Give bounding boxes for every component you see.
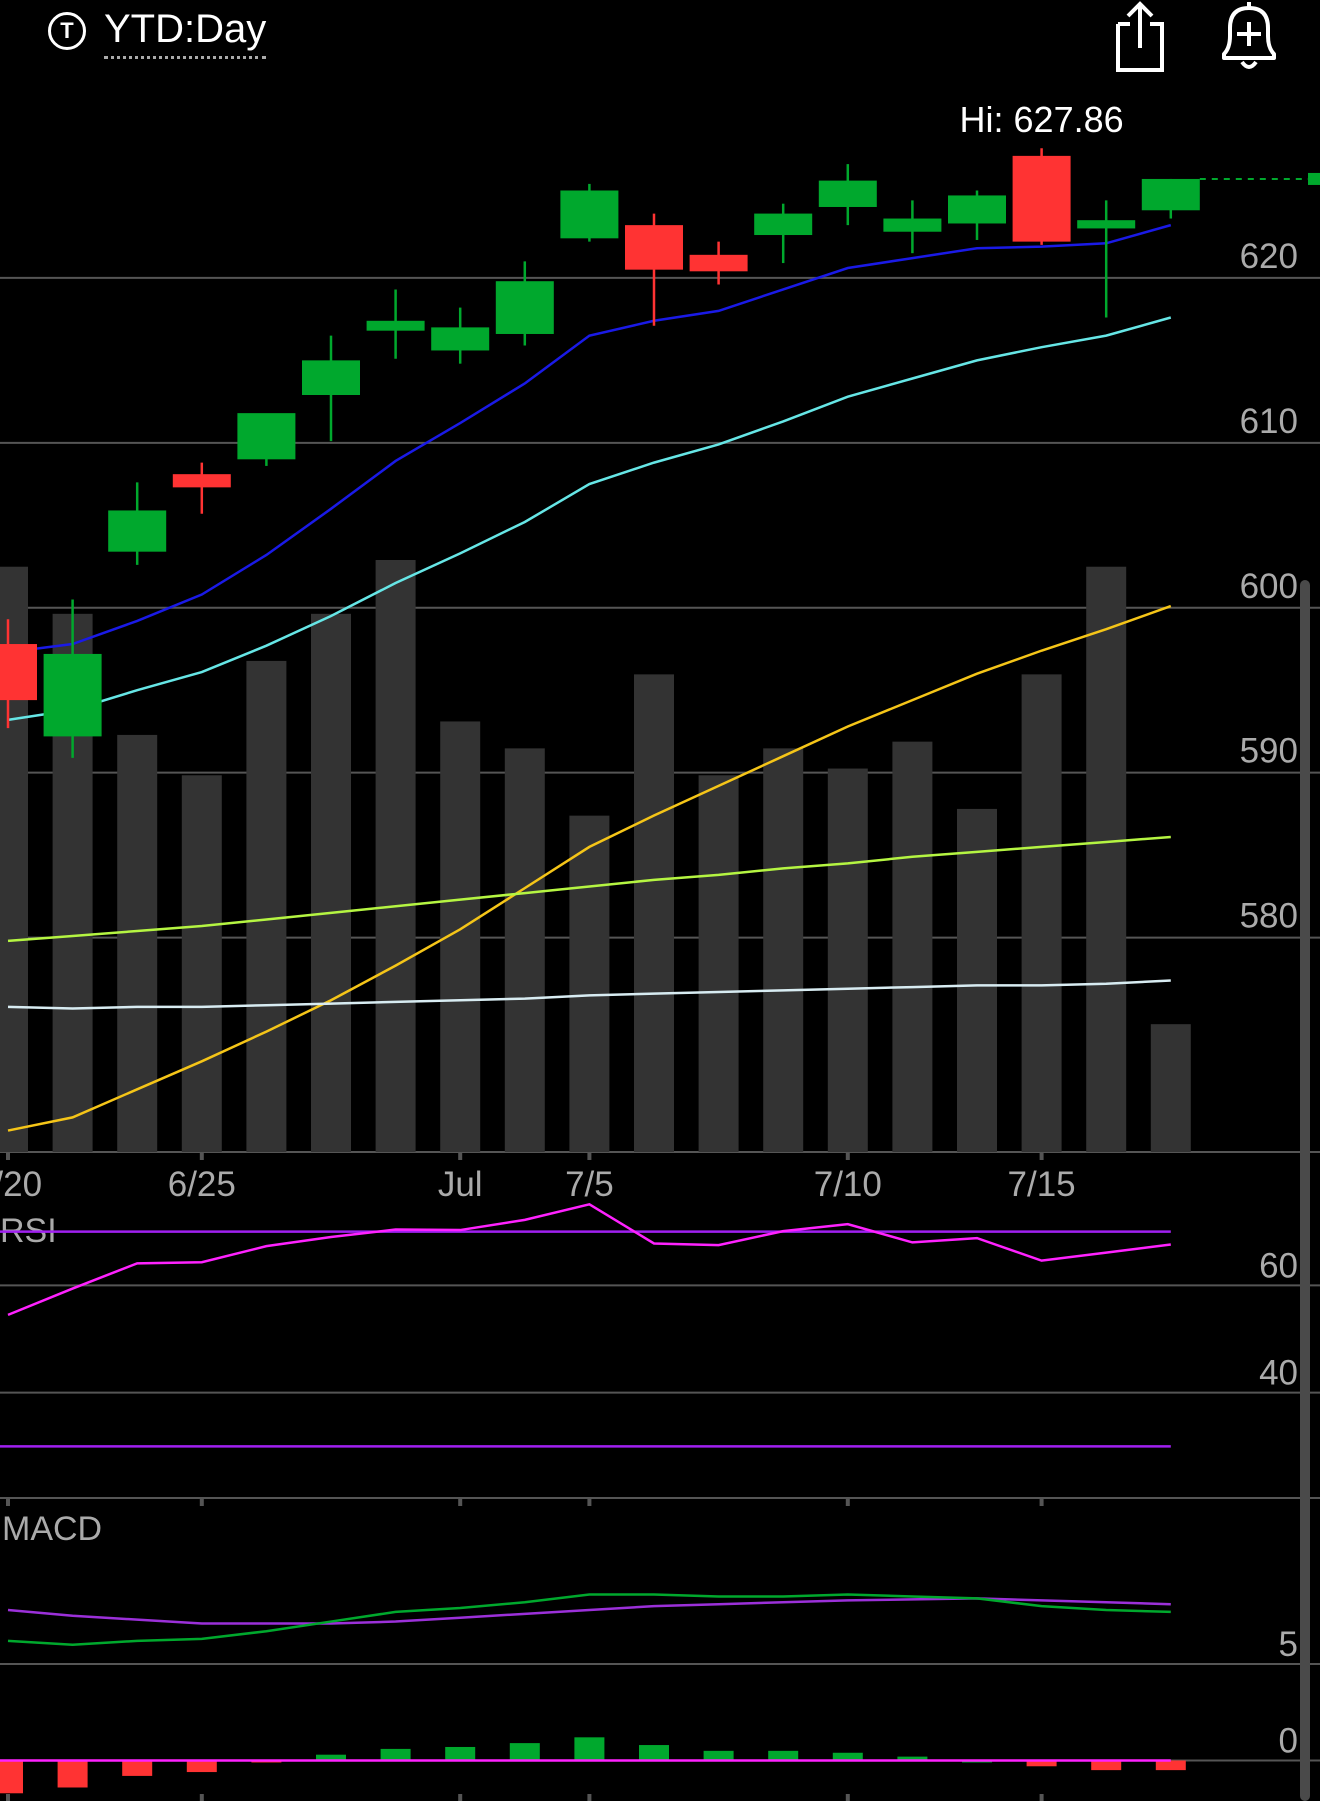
macd-histogram-bar: [639, 1745, 669, 1761]
date-axis-label: 6/25: [168, 1165, 236, 1204]
add-alert-bell-icon[interactable]: [1214, 0, 1284, 76]
volume-bar: [892, 741, 933, 1152]
candle-body: [883, 218, 942, 232]
macd-signal-line: [7, 1597, 1171, 1625]
candle-body: [302, 360, 360, 396]
date-axis-label: 7/20: [0, 1165, 42, 1204]
price-panel: 620 610 600 590 580 Hi: 627.86 7/20 6/25 Jul 7/5 7…: [0, 99, 1320, 1204]
candle-body: [818, 180, 877, 207]
volume-bar: [827, 768, 868, 1152]
macd-histogram-bar: [1026, 1760, 1057, 1767]
macd-label: MACD: [2, 1510, 102, 1548]
moving-average-line: [7, 835, 1171, 943]
candle-body: [560, 190, 619, 239]
timeframe-selector[interactable]: YTD:Day: [104, 4, 267, 59]
candle-body: [172, 474, 231, 488]
candle-body: [625, 225, 683, 270]
candle-body: [689, 254, 748, 272]
moving-average-line: [7, 979, 1171, 1010]
candle-body: [1077, 220, 1136, 229]
macd-histogram-bar: [509, 1743, 540, 1761]
volume-bar: [569, 815, 610, 1152]
macd-histogram-bar: [1091, 1760, 1122, 1771]
rsi-axis-label: 40: [1259, 1354, 1298, 1393]
macd-line: [7, 1593, 1171, 1646]
candle-body: [0, 644, 37, 701]
date-axis-label: Jul: [438, 1165, 483, 1204]
volume-bar: [698, 775, 739, 1152]
top-bar: T YTD:Day: [0, 0, 1320, 80]
date-axis-label: 7/5: [565, 1165, 614, 1204]
price-axis-label: 610: [1240, 402, 1298, 441]
current-price-marker: [1308, 172, 1320, 185]
candle-body: [237, 413, 296, 460]
volume-bar: [634, 674, 674, 1152]
volume-bar: [1150, 1024, 1191, 1152]
price-axis-label: 590: [1240, 732, 1298, 771]
macd-histogram-bar: [768, 1750, 799, 1761]
price-axis-label: 620: [1240, 237, 1298, 276]
moving-average-line: [7, 223, 1172, 654]
volume-bar: [311, 613, 351, 1152]
volume-bar: [763, 748, 804, 1152]
candle-body: [108, 510, 167, 552]
macd-histogram-bar: [380, 1748, 411, 1761]
macd-histogram-bar: [897, 1756, 928, 1761]
macd-axis-label: 0: [1279, 1721, 1298, 1760]
volume-bar: [181, 775, 222, 1152]
volume-bar: [1086, 566, 1127, 1152]
macd-histogram-bar: [703, 1750, 734, 1761]
candle-body: [948, 195, 1006, 224]
macd-histogram-bar: [832, 1752, 863, 1761]
volume-bar: [246, 660, 287, 1152]
candle-body: [43, 653, 102, 737]
candle-body: [495, 281, 554, 334]
volume-bar: [1021, 674, 1062, 1152]
rsi-line: [7, 1202, 1171, 1317]
macd-histogram-bar: [1155, 1760, 1186, 1771]
candle-body: [1141, 178, 1200, 211]
macd-histogram-bar: [445, 1746, 476, 1761]
macd-histogram-bar: [316, 1754, 346, 1761]
macd-histogram-bar: [186, 1760, 217, 1773]
candle-body: [1012, 155, 1071, 242]
macd-histogram-bar: [57, 1760, 88, 1788]
moving-average-line: [7, 604, 1172, 1132]
volume-bar: [375, 560, 416, 1152]
volume-bar: [504, 748, 545, 1152]
volume-bar: [957, 808, 997, 1152]
price-axis-label: 580: [1240, 897, 1298, 936]
date-axis-label: 7/10: [814, 1165, 882, 1204]
macd-axis-label: 5: [1279, 1625, 1298, 1664]
chart-scrollbar[interactable]: [1300, 580, 1310, 1801]
candle-body: [431, 327, 490, 351]
share-icon[interactable]: [1108, 0, 1172, 76]
moving-average-line: [7, 316, 1172, 722]
macd-histogram-bar: [0, 1760, 23, 1794]
high-price-label: Hi: 627.86: [960, 99, 1124, 140]
macd-panel: MACD 5 0: [0, 1510, 1320, 1801]
rsi-axis-label: 60: [1259, 1246, 1298, 1285]
candle-body: [754, 213, 813, 236]
macd-histogram-bar: [574, 1737, 605, 1761]
candle-body: [366, 320, 425, 331]
ticker-type-icon: T: [48, 12, 86, 50]
macd-histogram-bar: [122, 1760, 153, 1776]
price-axis-label: 600: [1240, 567, 1298, 606]
date-axis-label: 7/15: [1008, 1165, 1076, 1204]
